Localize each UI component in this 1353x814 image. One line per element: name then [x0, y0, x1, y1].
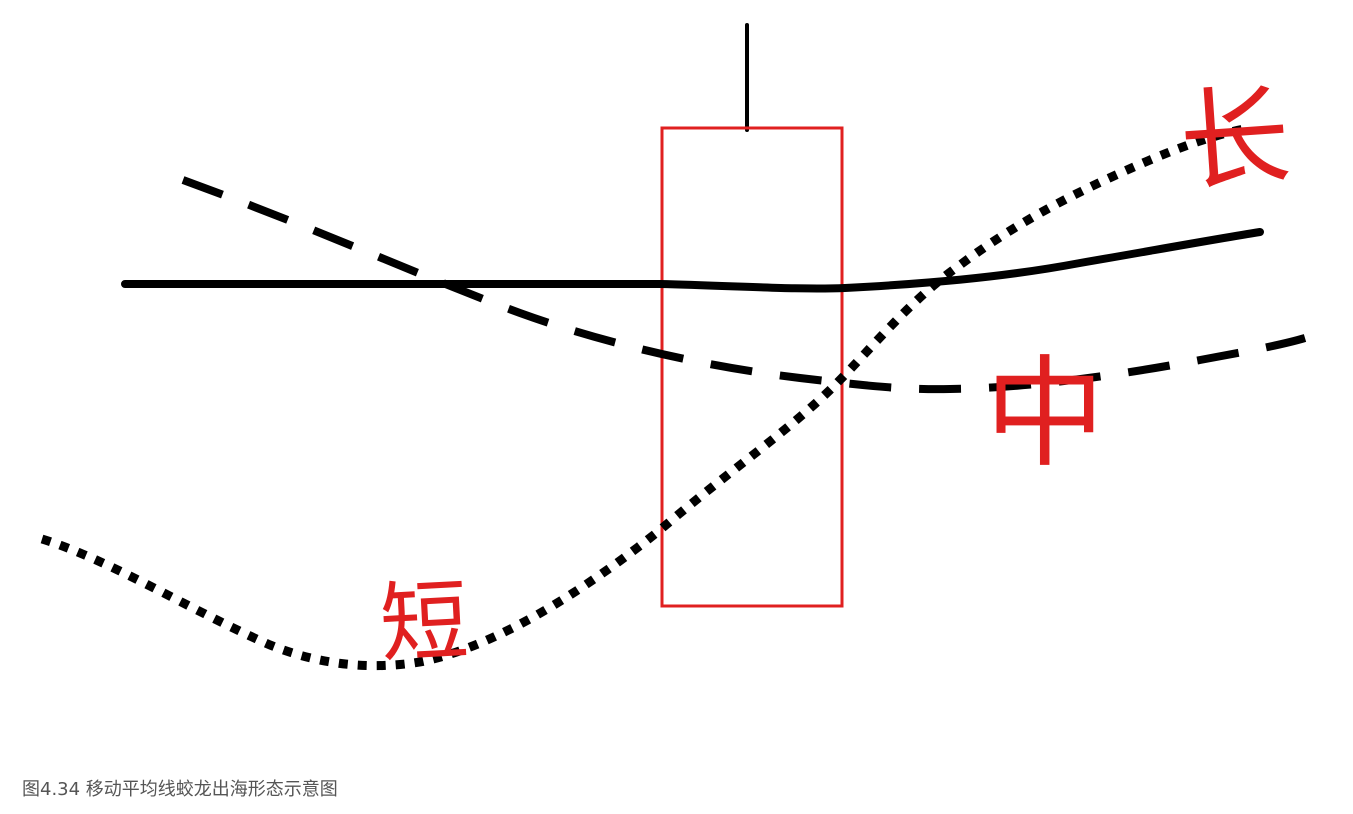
- ma-dragon-diagram: 长 中 短: [40, 23, 1307, 676]
- figure-caption: 图4.34 移动平均线蛟龙出海形态示意图: [22, 779, 338, 800]
- svg-text:长: 长: [1176, 72, 1295, 207]
- label-long: 长: [1176, 72, 1295, 207]
- candle-body: [660, 126, 844, 608]
- label-short: 短: [377, 569, 470, 676]
- long-ma-line: [121, 228, 1264, 293]
- svg-text:短: 短: [377, 569, 470, 676]
- short-ma-line: [40, 123, 1251, 671]
- medium-ma-line: [181, 176, 1307, 394]
- label-medium: 中: [985, 345, 1105, 484]
- svg-text:中: 中: [985, 345, 1105, 484]
